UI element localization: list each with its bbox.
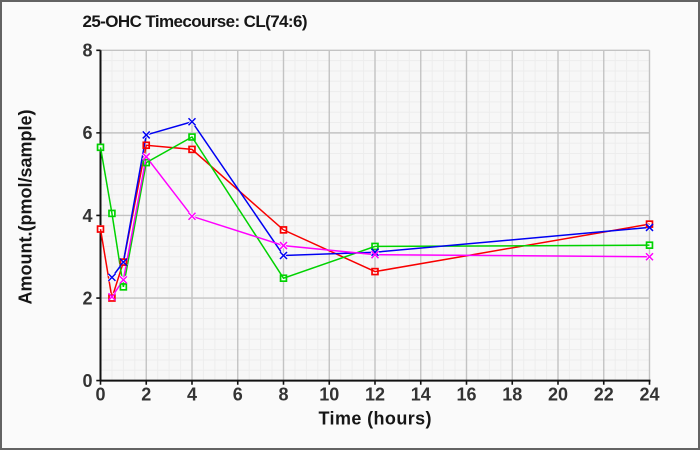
svg-text:24: 24 [639,385,659,405]
svg-text:0: 0 [82,371,92,391]
svg-text:6: 6 [82,123,92,143]
svg-text:2: 2 [82,288,92,308]
svg-text:16: 16 [456,385,476,405]
svg-text:20: 20 [548,385,568,405]
svg-text:4: 4 [82,206,92,226]
svg-text:22: 22 [594,385,614,405]
svg-text:6: 6 [233,385,243,405]
svg-text:Time (hours): Time (hours) [319,409,432,429]
svg-text:2: 2 [141,385,151,405]
svg-text:14: 14 [411,385,431,405]
svg-text:8: 8 [278,385,288,405]
svg-text:Amount.(pmol/sample): Amount.(pmol/sample) [16,109,36,304]
svg-text:25-OHC Timecourse: CL(74:6): 25-OHC Timecourse: CL(74:6) [83,12,308,31]
svg-text:10: 10 [319,385,339,405]
svg-text:4: 4 [187,385,197,405]
svg-text:18: 18 [502,385,522,405]
svg-text:12: 12 [365,385,385,405]
svg-text:8: 8 [82,41,92,61]
svg-text:0: 0 [95,385,105,405]
